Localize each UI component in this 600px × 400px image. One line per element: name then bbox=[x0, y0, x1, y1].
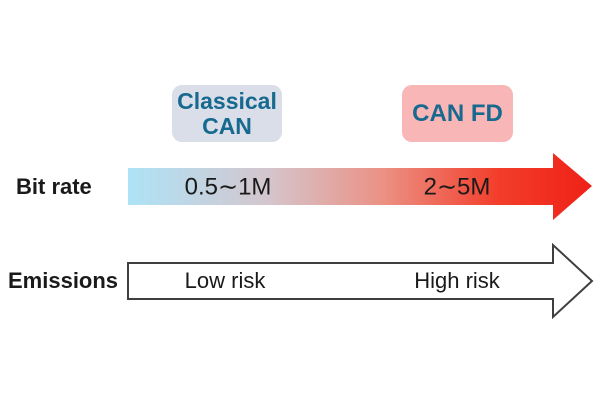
bit-rate-row-label: Bit rate bbox=[16, 174, 92, 199]
can-fd-badge: CAN FD bbox=[402, 85, 513, 142]
bit-rate-canfd-value: 2∼5M bbox=[423, 173, 491, 201]
emissions-outline-arrow bbox=[127, 242, 594, 320]
bit-rate-classical-value: 0.5∼1M bbox=[184, 173, 272, 201]
emissions-canfd-value: High risk bbox=[414, 268, 500, 293]
emissions-classical-value: Low risk bbox=[184, 268, 266, 293]
emissions-row-label: Emissions bbox=[8, 268, 119, 293]
classical-can-badge: Classical CAN bbox=[172, 85, 282, 142]
bit-rate-gradient-arrow bbox=[128, 153, 592, 220]
